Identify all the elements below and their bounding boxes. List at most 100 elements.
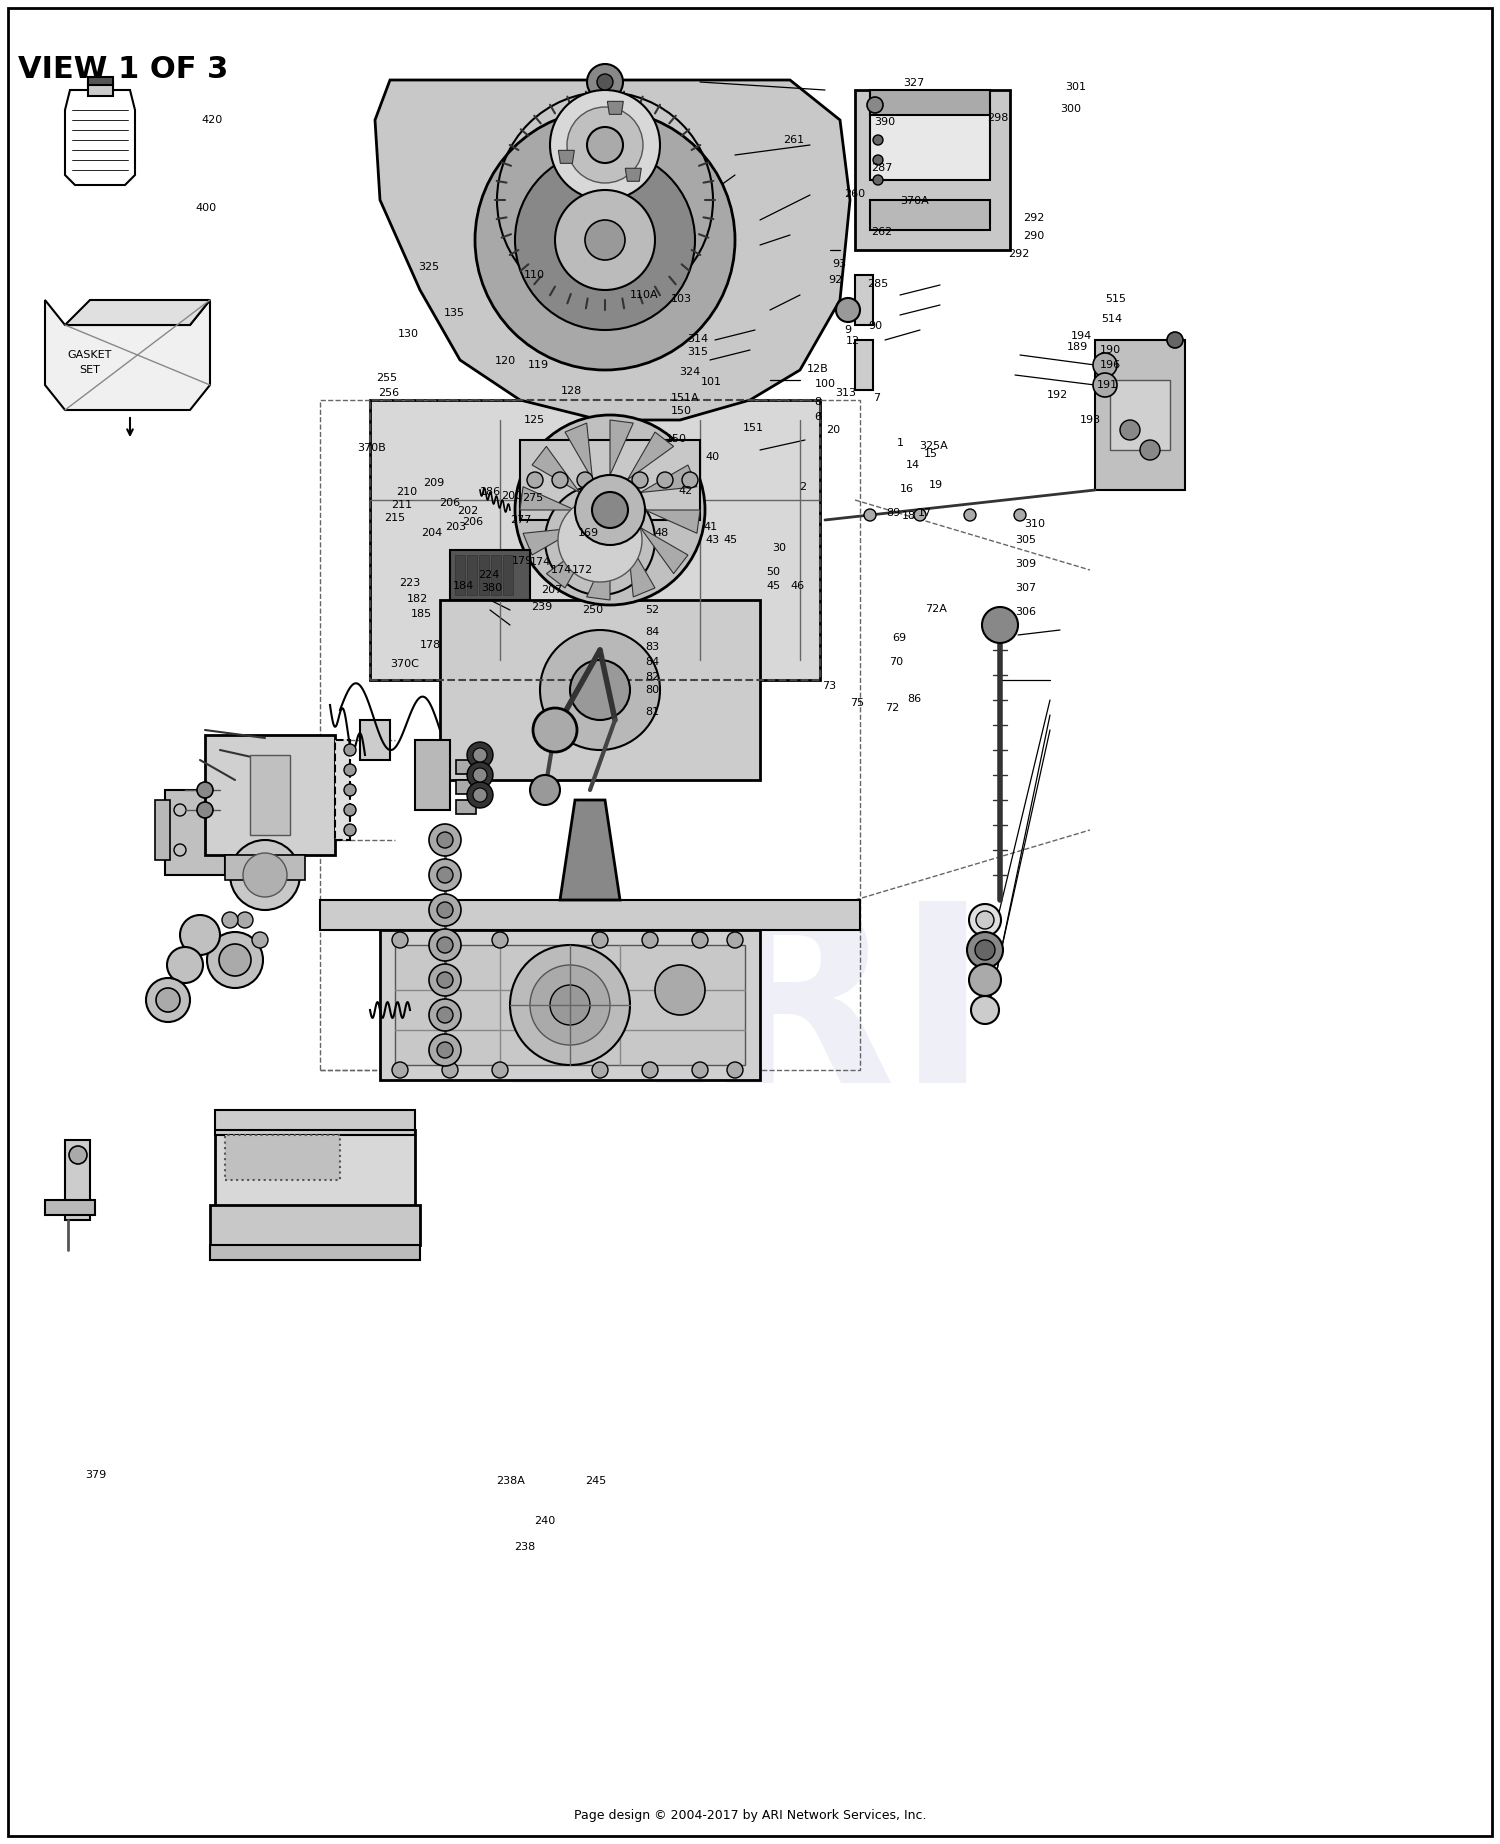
Text: 110A: 110A (630, 290, 658, 301)
Circle shape (642, 931, 658, 948)
Circle shape (466, 762, 494, 787)
Circle shape (969, 964, 1000, 996)
Circle shape (252, 931, 268, 948)
Circle shape (196, 782, 213, 798)
Circle shape (237, 913, 254, 928)
Polygon shape (546, 540, 592, 588)
Text: 210: 210 (396, 487, 417, 498)
Bar (88, 81, 112, 96)
Text: 150: 150 (670, 406, 692, 417)
Text: 327: 327 (903, 77, 924, 89)
Circle shape (196, 802, 213, 819)
Polygon shape (566, 422, 592, 479)
Circle shape (976, 911, 994, 929)
Circle shape (586, 65, 622, 100)
Polygon shape (375, 79, 850, 420)
Text: 196: 196 (1100, 360, 1120, 371)
Text: 43: 43 (705, 535, 718, 546)
Circle shape (586, 127, 622, 162)
Circle shape (526, 472, 543, 489)
Circle shape (429, 824, 460, 856)
Circle shape (873, 155, 883, 164)
Bar (214, 1110, 416, 1136)
Circle shape (970, 996, 999, 1023)
Circle shape (392, 1062, 408, 1079)
Text: 324: 324 (680, 367, 700, 378)
Text: SET: SET (80, 365, 100, 374)
Text: 240: 240 (534, 1516, 555, 1527)
Circle shape (344, 824, 355, 835)
Bar (206, 736, 334, 856)
Text: 8: 8 (815, 396, 822, 408)
Circle shape (570, 660, 630, 719)
Circle shape (864, 509, 876, 522)
Polygon shape (645, 511, 700, 533)
Bar (380, 929, 760, 1081)
Text: 313: 313 (836, 387, 856, 398)
Text: 1: 1 (897, 437, 904, 448)
Circle shape (692, 1062, 708, 1079)
Circle shape (692, 931, 708, 948)
Circle shape (552, 472, 568, 489)
Circle shape (632, 472, 648, 489)
Text: 306: 306 (1016, 607, 1036, 618)
Circle shape (592, 931, 608, 948)
Text: 169: 169 (578, 527, 598, 538)
Text: 239: 239 (531, 601, 552, 612)
Bar (520, 441, 701, 520)
Text: 7: 7 (873, 393, 880, 404)
Circle shape (982, 607, 1018, 644)
Text: 151: 151 (742, 422, 764, 433)
Text: 292: 292 (1008, 249, 1029, 260)
Circle shape (69, 1145, 87, 1164)
Circle shape (657, 472, 674, 489)
Text: 100: 100 (815, 378, 836, 389)
Circle shape (656, 964, 705, 1014)
Text: 277: 277 (510, 514, 531, 526)
Bar (320, 400, 860, 1070)
Circle shape (476, 111, 735, 371)
Circle shape (682, 472, 698, 489)
Bar (1095, 339, 1185, 491)
Circle shape (466, 741, 494, 767)
Text: 314: 314 (687, 334, 708, 345)
Polygon shape (64, 90, 135, 184)
Text: 72: 72 (885, 703, 900, 714)
Text: 70: 70 (890, 656, 903, 668)
Circle shape (567, 107, 644, 183)
Text: 305: 305 (1016, 535, 1036, 546)
Text: 40: 40 (705, 452, 718, 463)
Circle shape (873, 135, 883, 146)
Text: 238: 238 (514, 1542, 535, 1553)
Polygon shape (627, 431, 674, 479)
Text: 42: 42 (678, 485, 692, 496)
Circle shape (472, 749, 488, 762)
Text: 194: 194 (1071, 330, 1092, 341)
Text: 380: 380 (482, 583, 502, 594)
Bar (154, 800, 170, 859)
Polygon shape (520, 487, 574, 511)
Circle shape (964, 509, 976, 522)
Bar (370, 400, 820, 680)
Text: 179: 179 (512, 555, 532, 566)
Circle shape (492, 1062, 508, 1079)
Bar (870, 111, 990, 181)
Text: 73: 73 (822, 680, 836, 692)
Circle shape (1140, 441, 1160, 459)
Text: 315: 315 (687, 347, 708, 358)
Circle shape (1094, 352, 1118, 376)
Bar (251, 754, 290, 835)
Text: 379: 379 (86, 1470, 106, 1481)
Text: 84: 84 (645, 627, 660, 638)
Text: 18: 18 (902, 511, 915, 522)
Circle shape (873, 175, 883, 184)
Circle shape (436, 832, 453, 848)
Bar (360, 719, 390, 760)
Text: 69: 69 (892, 632, 906, 644)
Circle shape (146, 977, 190, 1022)
Circle shape (180, 915, 220, 955)
Text: 186: 186 (480, 487, 501, 498)
Text: 310: 310 (1024, 518, 1045, 529)
Circle shape (555, 190, 656, 290)
Text: 45: 45 (766, 581, 780, 592)
